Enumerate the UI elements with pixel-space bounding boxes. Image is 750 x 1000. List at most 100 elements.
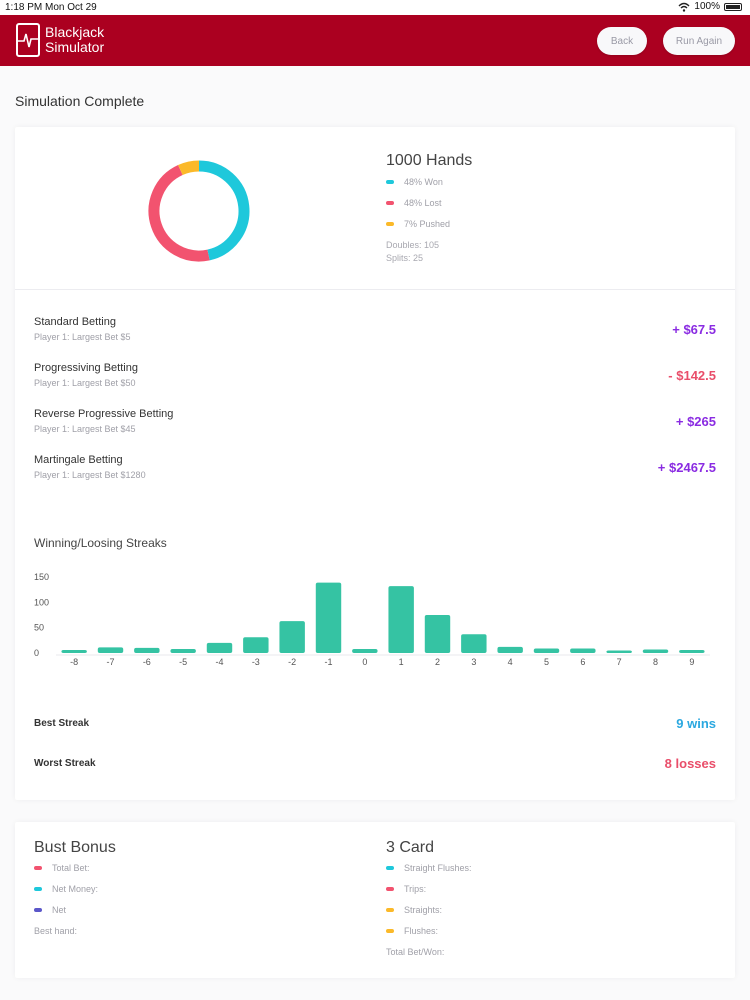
y-tick-label: 150 bbox=[34, 572, 49, 582]
wifi-icon bbox=[678, 2, 690, 12]
swatch bbox=[34, 866, 42, 870]
swatch bbox=[386, 929, 394, 933]
bet-name: Martingale Betting bbox=[34, 454, 123, 466]
three-card-trips: Trips: bbox=[386, 884, 426, 894]
streaks-title: Winning/Loosing Streaks bbox=[34, 536, 167, 550]
bust-bonus-best-hand: Best hand: bbox=[34, 926, 78, 936]
x-tick-label: -1 bbox=[324, 657, 332, 667]
y-tick-label: 100 bbox=[34, 597, 49, 607]
bust-bonus-net-money: Net Money: bbox=[34, 884, 98, 894]
run-again-button[interactable]: Run Again bbox=[663, 27, 735, 55]
x-tick-label: 6 bbox=[580, 657, 585, 667]
battery-icon bbox=[724, 2, 742, 11]
splits-count: Splits: 25 bbox=[386, 253, 424, 263]
results-card: 1000 Hands 48% Won 48% Lost 7% Pushed Do… bbox=[15, 127, 735, 800]
bar-0 bbox=[352, 648, 378, 653]
bet-amount: + $2467.5 bbox=[657, 460, 716, 475]
x-tick-label: 4 bbox=[508, 657, 513, 667]
app-header: Blackjack Simulator Back Run Again bbox=[0, 15, 750, 66]
bar-4 bbox=[497, 646, 523, 653]
bar--3 bbox=[243, 637, 269, 653]
doubles-count: Doubles: 105 bbox=[386, 240, 440, 250]
bar--1 bbox=[315, 582, 342, 653]
best-streak-value: 9 wins bbox=[676, 716, 716, 731]
legend-lost-label: 48% Lost bbox=[404, 198, 442, 208]
back-button[interactable]: Back bbox=[597, 27, 647, 55]
row-label: Net Money: bbox=[52, 884, 99, 894]
swatch bbox=[34, 887, 42, 891]
bet-amount: - $142.5 bbox=[668, 368, 716, 383]
bar-9 bbox=[679, 649, 705, 653]
x-tick-label: 3 bbox=[471, 657, 476, 667]
bet-subtitle: Player 1: Largest Bet $5 bbox=[34, 332, 131, 342]
worst-streak-label: Worst Streak bbox=[34, 758, 96, 769]
x-tick-label: -8 bbox=[70, 657, 78, 667]
row-label: Net bbox=[52, 905, 67, 915]
bet-row-standard: Standard Betting Player 1: Largest Bet $… bbox=[34, 316, 716, 350]
row-label: Flushes: bbox=[404, 926, 439, 936]
bet-subtitle: Player 1: Largest Bet $1280 bbox=[34, 470, 146, 480]
x-tick-label: 2 bbox=[435, 657, 440, 667]
bet-amount: + $67.5 bbox=[672, 322, 716, 337]
three-card-total: Total Bet/Won: bbox=[386, 947, 445, 957]
three-card-title: 3 Card bbox=[386, 839, 435, 856]
legend-pushed-label: 7% Pushed bbox=[404, 219, 451, 229]
logo-icon bbox=[16, 23, 40, 57]
x-tick-label: 9 bbox=[689, 657, 694, 667]
bar-6 bbox=[570, 648, 596, 653]
best-streak-label: Best Streak bbox=[34, 718, 90, 729]
bet-subtitle: Player 1: Largest Bet $45 bbox=[34, 424, 136, 434]
x-tick-label: -5 bbox=[179, 657, 187, 667]
side-bets-card: Bust Bonus Total Bet: Net Money: Net Bes… bbox=[15, 822, 735, 978]
row-label: Straights: bbox=[404, 905, 443, 915]
bar--7 bbox=[97, 647, 124, 653]
page-title: Simulation Complete bbox=[15, 93, 145, 109]
bust-bonus-title: Bust Bonus bbox=[34, 839, 116, 856]
three-card-straights: Straights: bbox=[386, 905, 442, 915]
x-tick-label: -7 bbox=[106, 657, 114, 667]
logo-line-1: Blackjack bbox=[45, 24, 105, 40]
x-tick-label: 1 bbox=[399, 657, 404, 667]
x-tick-label: -3 bbox=[252, 657, 260, 667]
x-tick-label: 0 bbox=[362, 657, 367, 667]
bar--4 bbox=[206, 642, 233, 653]
y-tick-label: 0 bbox=[34, 648, 39, 658]
status-right: 100% bbox=[678, 1, 742, 12]
swatch bbox=[386, 887, 394, 891]
bet-name: Progressiving Betting bbox=[34, 362, 138, 374]
three-card-flushes: Flushes: bbox=[386, 926, 438, 936]
worst-streak-value: 8 losses bbox=[664, 756, 716, 771]
row-label: Straight Flushes: bbox=[404, 863, 472, 873]
bet-row-martingale: Martingale Betting Player 1: Largest Bet… bbox=[34, 454, 716, 488]
swatch bbox=[386, 866, 394, 870]
three-card-straight-flushes: Straight Flushes: bbox=[386, 863, 472, 873]
battery-percent: 100% bbox=[694, 1, 720, 12]
legend-won-swatch bbox=[386, 180, 394, 184]
donut-slice-pushed bbox=[178, 160, 200, 176]
bust-bonus-net: Net bbox=[34, 905, 66, 915]
bet-subtitle: Player 1: Largest Bet $50 bbox=[34, 378, 136, 388]
donut-slice-won bbox=[198, 160, 250, 261]
x-tick-label: 7 bbox=[617, 657, 622, 667]
legend-pushed: 7% Pushed bbox=[386, 219, 450, 229]
bet-row-reverse-progressive: Reverse Progressive Betting Player 1: La… bbox=[34, 408, 716, 442]
legend-pushed-swatch bbox=[386, 222, 394, 226]
bar-7 bbox=[606, 650, 632, 653]
legend-won: 48% Won bbox=[386, 177, 443, 187]
status-date: Mon Oct 29 bbox=[45, 2, 97, 13]
x-tick-label: 8 bbox=[653, 657, 658, 667]
x-tick-label: -2 bbox=[288, 657, 296, 667]
bet-name: Standard Betting bbox=[34, 316, 116, 328]
y-tick-label: 50 bbox=[34, 623, 44, 633]
bar-2 bbox=[424, 615, 451, 653]
bar--5 bbox=[170, 648, 196, 653]
bar-3 bbox=[461, 634, 487, 653]
bar-1 bbox=[388, 586, 414, 653]
logo-text: Blackjack Simulator bbox=[45, 25, 104, 55]
legend-won-label: 48% Won bbox=[404, 177, 443, 187]
logo-line-2: Simulator bbox=[45, 39, 105, 55]
summary-divider bbox=[15, 289, 735, 290]
x-tick-label: -4 bbox=[215, 657, 223, 667]
bet-amount: + $265 bbox=[675, 414, 716, 429]
donut-slice-lost bbox=[148, 165, 210, 262]
